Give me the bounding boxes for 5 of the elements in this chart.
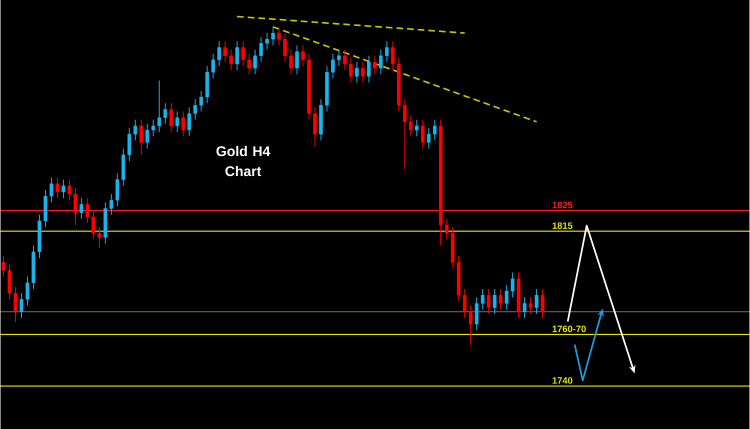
y-tick-label: 1740 (552, 377, 572, 384)
y-tick-label: 1815 (552, 222, 572, 229)
text: Gold H4 Chart (216, 146, 270, 176)
y-tick-label: 1760-70 (552, 325, 586, 332)
y-tick-label: 1825 (552, 202, 572, 208)
